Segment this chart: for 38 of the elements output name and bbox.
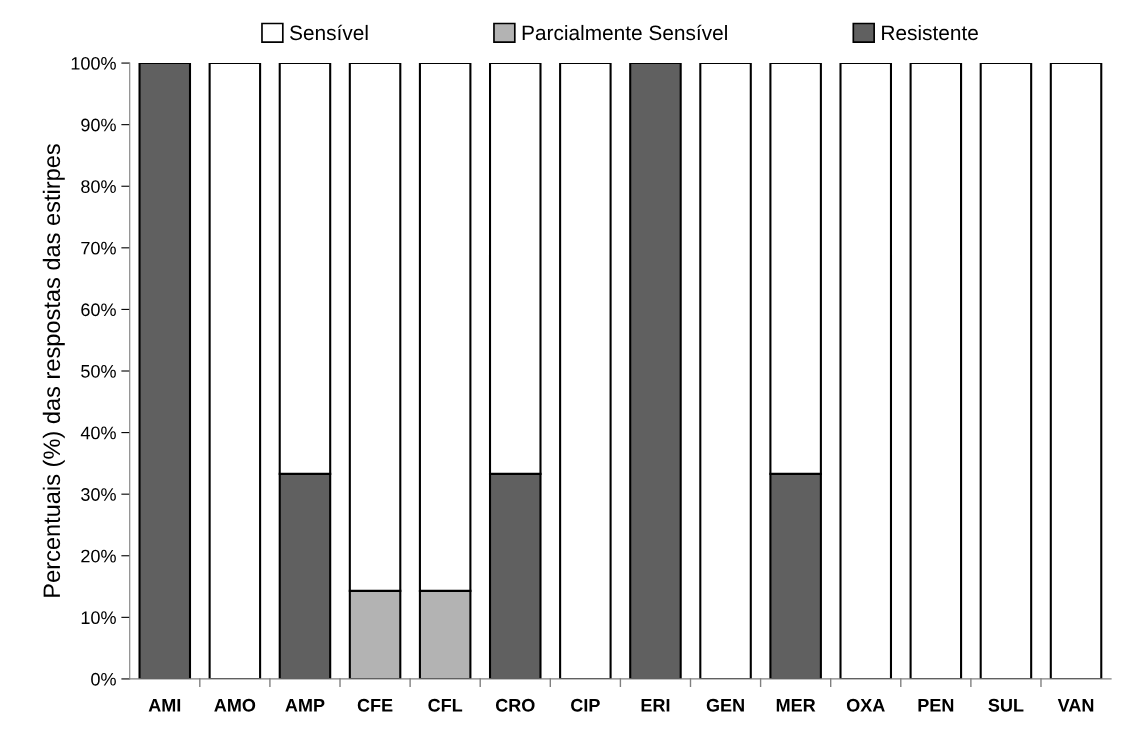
x-tick-label: CIP — [571, 698, 600, 712]
x-tick-label: SUL — [988, 698, 1024, 712]
x-tick-label: CFL — [428, 698, 463, 712]
y-axis-title: Percentuais (%) das respostas das estirpes — [42, 144, 65, 597]
y-tick-label: 90% — [81, 118, 116, 132]
bar — [1049, 63, 1103, 679]
bar — [699, 63, 752, 679]
legend-label: Sensível — [290, 24, 368, 41]
y-tick-label: 70% — [81, 241, 116, 255]
bar — [559, 63, 612, 679]
legend-label: Parcialmente Sensível — [522, 24, 727, 41]
x-tick-label: VAN — [1057, 699, 1094, 712]
y-tick-label: 20% — [81, 549, 116, 563]
x-tick-label: OXA — [846, 698, 885, 712]
y-tick-label: 50% — [81, 364, 116, 378]
x-tick-label: CFE — [357, 698, 393, 712]
y-tick-label: 0% — [91, 672, 116, 686]
y-tick-label: 40% — [80, 426, 116, 440]
y-tick-label: 100% — [71, 57, 116, 70]
x-tick-label: ERI — [641, 699, 670, 712]
x-tick-label: MER — [776, 699, 816, 712]
bar — [138, 63, 192, 679]
bar — [208, 63, 262, 679]
bar — [839, 63, 893, 679]
bar — [629, 63, 682, 679]
x-tick-label: AMP — [285, 699, 325, 712]
x-tick-label: PEN — [918, 699, 954, 712]
bar — [979, 63, 1033, 679]
y-tick-label: 80% — [81, 180, 116, 193]
legend-label: Resistente — [882, 24, 978, 41]
x-tick-label: GEN — [706, 698, 744, 712]
x-tick-label: AMO — [214, 698, 256, 712]
y-tick-label: 60% — [81, 303, 116, 317]
bar — [909, 63, 963, 679]
y-tick-label: 10% — [81, 611, 116, 625]
x-tick-label: AMI — [148, 699, 181, 712]
x-tick-label: CRO — [495, 698, 535, 712]
y-tick-label: 30% — [81, 488, 116, 501]
